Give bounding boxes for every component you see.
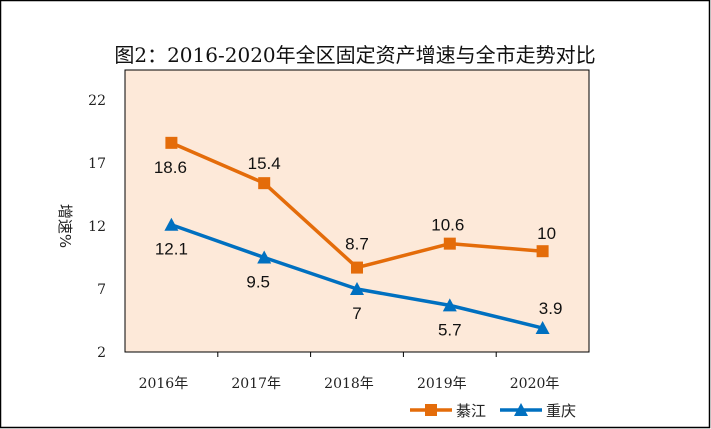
legend-item: 重庆 — [500, 402, 576, 420]
data-point-marker — [165, 136, 178, 149]
y-tick-label: 17 — [88, 156, 106, 172]
data-point-marker — [443, 237, 456, 250]
data-point-marker — [536, 245, 549, 258]
chart-title: 图2：2016-2020年全区固定资产增速与全市走势对比 — [114, 43, 595, 67]
data-label: 12.1 — [155, 240, 188, 259]
data-label: 3.9 — [539, 299, 563, 318]
x-tick-label: 2019年 — [417, 376, 467, 392]
data-point-marker — [257, 250, 272, 264]
data-label: 10 — [537, 224, 556, 243]
data-label: 9.5 — [246, 273, 270, 292]
x-tick-label: 2016年 — [139, 376, 189, 392]
data-point-marker — [425, 404, 437, 416]
x-tick-label: 2018年 — [324, 376, 374, 392]
data-label: 18.6 — [154, 158, 187, 177]
plot-area — [124, 69, 590, 353]
y-tick-label: 22 — [88, 93, 106, 109]
data-point-marker — [164, 217, 179, 231]
y-axis-label: 增速% — [56, 204, 74, 248]
y-tick-label: 7 — [97, 282, 106, 298]
data-point-marker — [258, 177, 271, 190]
legend-label: 重庆 — [546, 402, 576, 420]
data-point-marker — [535, 321, 550, 335]
data-point-marker — [442, 298, 457, 312]
series-0: 18.6 15.4 8.7 10.6 10 — [154, 136, 556, 274]
data-label: 8.7 — [345, 235, 369, 254]
legend-item: 綦江 — [410, 402, 486, 420]
data-point-marker — [350, 282, 364, 295]
x-tick-label: 2020年 — [510, 376, 560, 392]
legend-label: 綦江 — [456, 402, 486, 420]
data-point-marker — [351, 261, 363, 274]
data-label: 15.4 — [248, 154, 281, 173]
data-label: 10.6 — [431, 216, 464, 235]
data-label: 7 — [352, 304, 361, 323]
x-tick-label: 2017年 — [231, 376, 281, 392]
data-label: 5.7 — [438, 320, 462, 339]
data-point-marker — [514, 403, 528, 416]
y-tick-label: 2 — [97, 345, 106, 361]
series-1: 12.1 9.5 7 5.7 3.9 — [155, 217, 563, 339]
y-tick-label: 12 — [88, 219, 106, 235]
